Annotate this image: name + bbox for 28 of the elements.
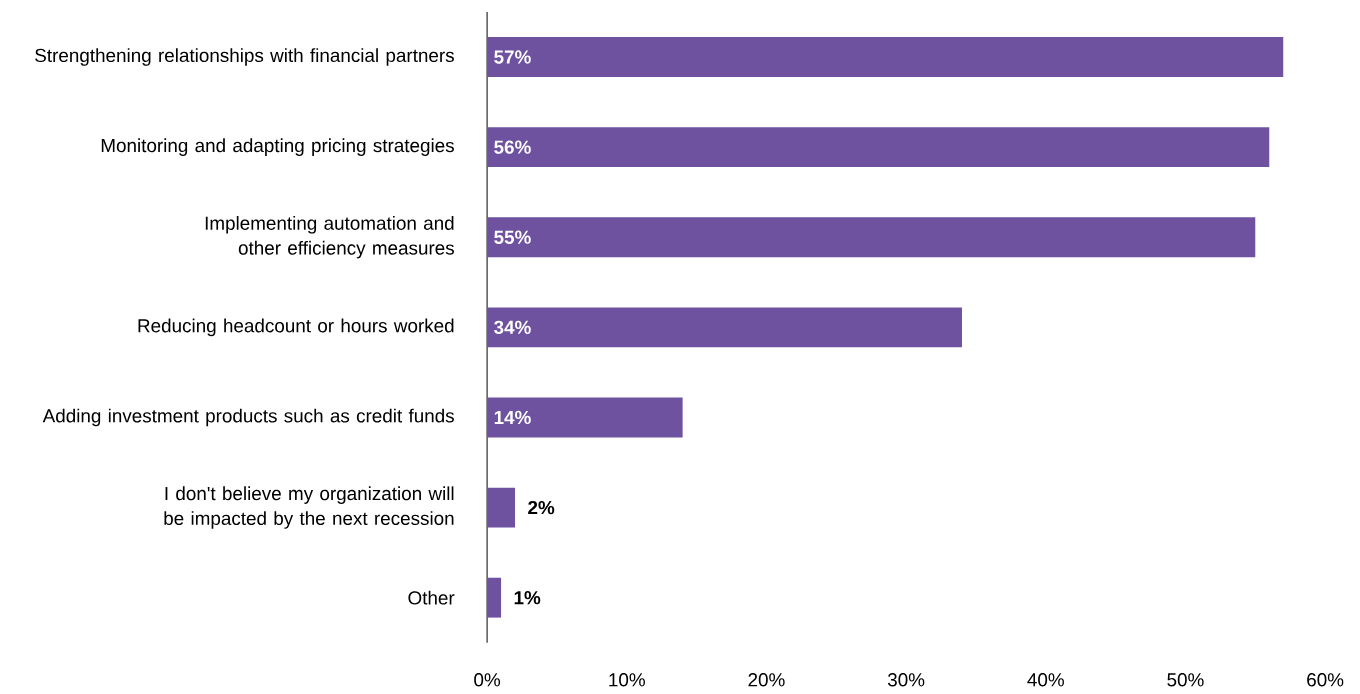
y-tick-label: Monitoring and adapting pricing strategies xyxy=(101,138,454,157)
data-label: 34% xyxy=(494,320,531,335)
y-tick-label: Adding investment products such as credit funds xyxy=(42,408,454,427)
bar xyxy=(487,217,1256,258)
y-tick-label: Strengthening relationships with financial partners xyxy=(35,48,454,67)
y-tick-label: Other xyxy=(408,590,455,605)
bar xyxy=(487,487,516,528)
bar xyxy=(487,577,502,618)
x-tick-label: 10% xyxy=(609,673,645,687)
bar xyxy=(487,397,683,438)
bar xyxy=(487,307,962,348)
x-tick-label: 30% xyxy=(887,673,925,687)
data-label: 1% xyxy=(514,591,541,605)
x-tick-label: 40% xyxy=(1027,673,1064,687)
bar xyxy=(487,127,1270,168)
data-label: 2% xyxy=(528,501,555,515)
y-tick-label: I don't believe my organization will be impacted by the next recession xyxy=(164,486,454,529)
data-label: 56% xyxy=(494,140,531,155)
x-tick-label: 0% xyxy=(474,673,501,687)
y-tick-label: Reducing headcount or hours worked xyxy=(138,318,454,337)
y-tick-label: Implementing automation and other efficiency measures xyxy=(205,216,454,259)
data-label: 57% xyxy=(494,50,531,64)
data-label: 55% xyxy=(494,230,531,245)
data-label: 14% xyxy=(494,411,531,425)
bar xyxy=(487,37,1284,78)
x-tick-label: 60% xyxy=(1307,673,1344,687)
x-tick-label: 50% xyxy=(1167,673,1204,687)
x-tick-label: 20% xyxy=(748,673,785,687)
